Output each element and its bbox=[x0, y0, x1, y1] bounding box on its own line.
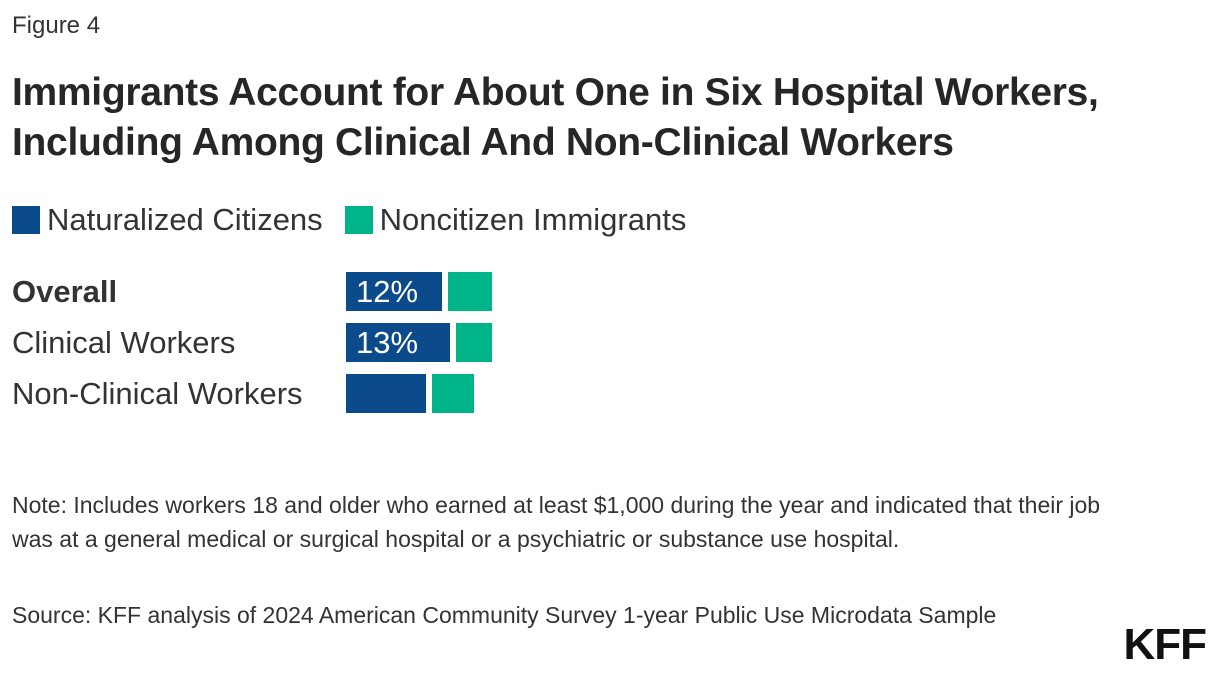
bar-naturalized bbox=[346, 374, 426, 413]
figure-label: Figure 4 bbox=[12, 12, 101, 39]
bar-value-label: 12% bbox=[356, 274, 419, 309]
legend-label-naturalized: Naturalized Citizens bbox=[47, 202, 323, 237]
bar-naturalized bbox=[346, 272, 442, 311]
bar-noncitizen bbox=[456, 323, 492, 362]
category-label: Clinical Workers bbox=[12, 325, 236, 360]
legend-swatch-naturalized bbox=[12, 206, 40, 234]
legend-item-naturalized: Naturalized Citizens bbox=[12, 202, 323, 238]
legend-swatch-noncitizen bbox=[344, 206, 373, 234]
legend-item-noncitizen: Noncitizen Immigrants bbox=[344, 202, 687, 238]
chart-source: Source: KFF analysis of 2024 American Co… bbox=[12, 602, 997, 628]
bar-value-label: 13% bbox=[356, 325, 419, 360]
legend: Naturalized Citizens Noncitizen Immigran… bbox=[12, 202, 708, 238]
category-label: Non-Clinical Workers bbox=[12, 376, 303, 411]
chart-note: Note: Includes workers 18 and older who … bbox=[12, 492, 1101, 552]
kff-logo: KFF bbox=[1123, 620, 1207, 669]
bar-naturalized bbox=[346, 323, 450, 362]
bar-noncitizen bbox=[432, 374, 475, 413]
bar-noncitizen bbox=[448, 272, 492, 311]
chart-title: Immigrants Account for About One in Six … bbox=[12, 71, 1099, 164]
legend-label-noncitizen: Noncitizen Immigrants bbox=[379, 202, 687, 237]
category-label: Overall bbox=[12, 274, 118, 309]
